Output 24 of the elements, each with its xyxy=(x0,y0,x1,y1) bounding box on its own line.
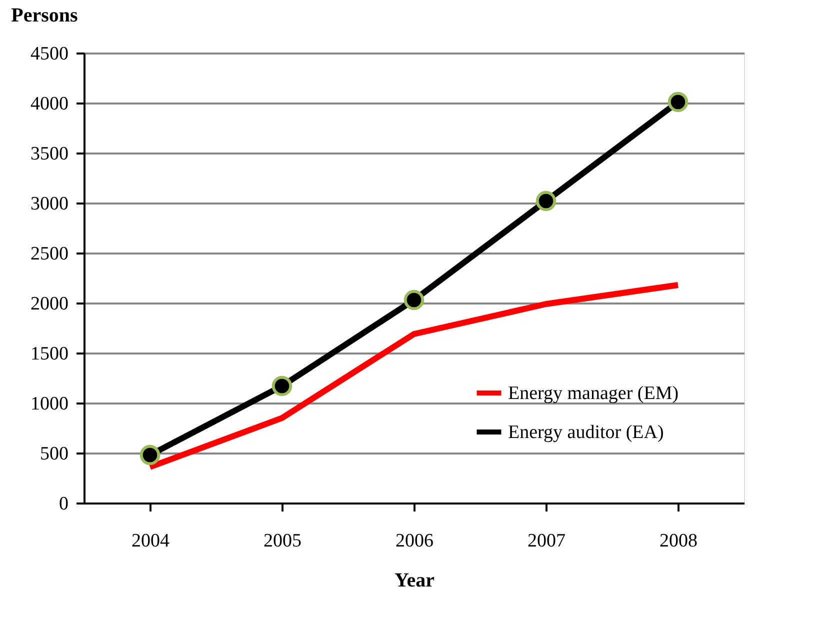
point xyxy=(140,444,160,466)
x-tick-label: 2004 xyxy=(132,530,170,552)
y-tick-label: 2000 xyxy=(30,294,68,314)
y-axis-title: Persons xyxy=(11,4,78,26)
y-tick-label: 1000 xyxy=(30,394,68,414)
point xyxy=(272,376,292,396)
x-axis-title: Year xyxy=(394,570,435,592)
y-tick-label: 2500 xyxy=(30,244,68,264)
x-tick-label: 2007 xyxy=(528,530,566,552)
x-tick-label: 2005 xyxy=(264,530,302,552)
y-tick-label: 500 xyxy=(40,444,68,464)
y-tick-label: 1500 xyxy=(30,344,68,364)
x-tick-label: 2006 xyxy=(396,530,434,552)
legend-label: Energy auditor (EA) xyxy=(508,422,664,443)
legend-label: Energy manager (EM) xyxy=(508,383,679,404)
y-tick-label: 4500 xyxy=(30,44,68,64)
point xyxy=(404,290,424,310)
y-tick-label: 0 xyxy=(59,494,68,514)
y-tick-label: 3000 xyxy=(30,194,68,214)
y-tick-label: 4000 xyxy=(30,94,68,114)
y-tick-label: 3500 xyxy=(30,144,68,164)
point xyxy=(668,92,688,112)
point xyxy=(536,190,556,212)
x-tick-label: 2008 xyxy=(660,530,698,552)
